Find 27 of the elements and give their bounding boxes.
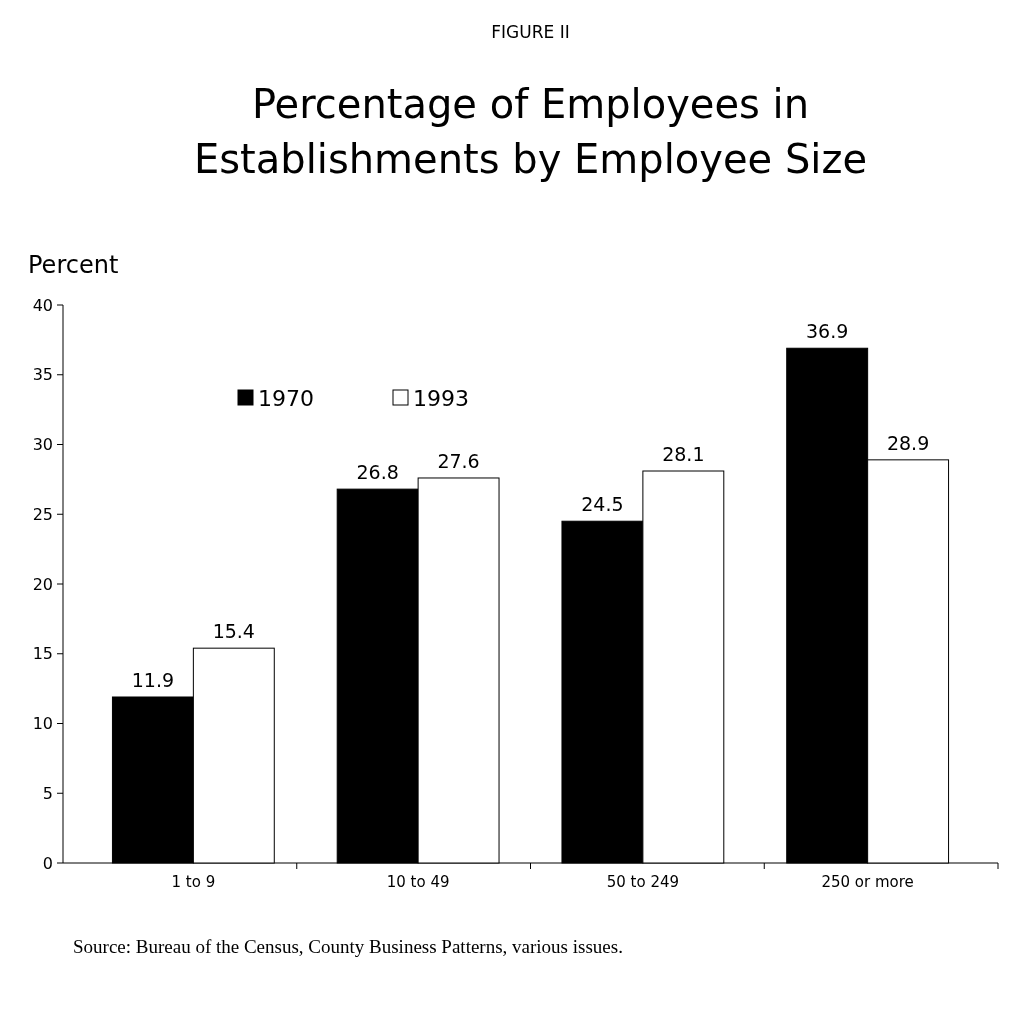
legend-label: 1993 [413,385,469,411]
y-tick-label: 25 [32,504,53,524]
y-tick-label: 40 [32,295,53,315]
y-tick-label: 10 [32,714,53,734]
x-tick-label: 250 or more [821,873,914,891]
data-label: 26.8 [356,461,399,484]
data-label: 28.9 [886,431,930,454]
y-tick-label: 30 [32,435,53,455]
data-label: 27.6 [437,449,480,472]
data-label: 15.4 [212,620,255,643]
data-label: 28.1 [662,443,705,466]
y-axis-title: Percent [28,251,119,279]
x-tick-label: 1 to 9 [171,873,216,891]
y-tick-label: 15 [32,644,53,664]
y-tick-label: 20 [32,574,53,594]
source-note: Source: Bureau of the Census, County Business Patterns, various issues. [73,936,623,957]
data-label: 11.9 [131,668,175,691]
legend-label: 1970 [258,385,314,411]
data-label: 24.5 [581,493,624,516]
y-tick-label: 5 [42,783,53,803]
chart-title: Percentage of Employees in Establishments by Employee Size [194,81,867,182]
x-tick-label: 50 to 249 [606,873,680,891]
y-tick-label: 35 [32,365,53,385]
chart-subtitle: FIGURE II [491,22,570,42]
y-tick-label: 0 [42,853,53,873]
data-label: 36.9 [806,320,849,343]
x-tick-label: 10 to 49 [386,873,450,891]
